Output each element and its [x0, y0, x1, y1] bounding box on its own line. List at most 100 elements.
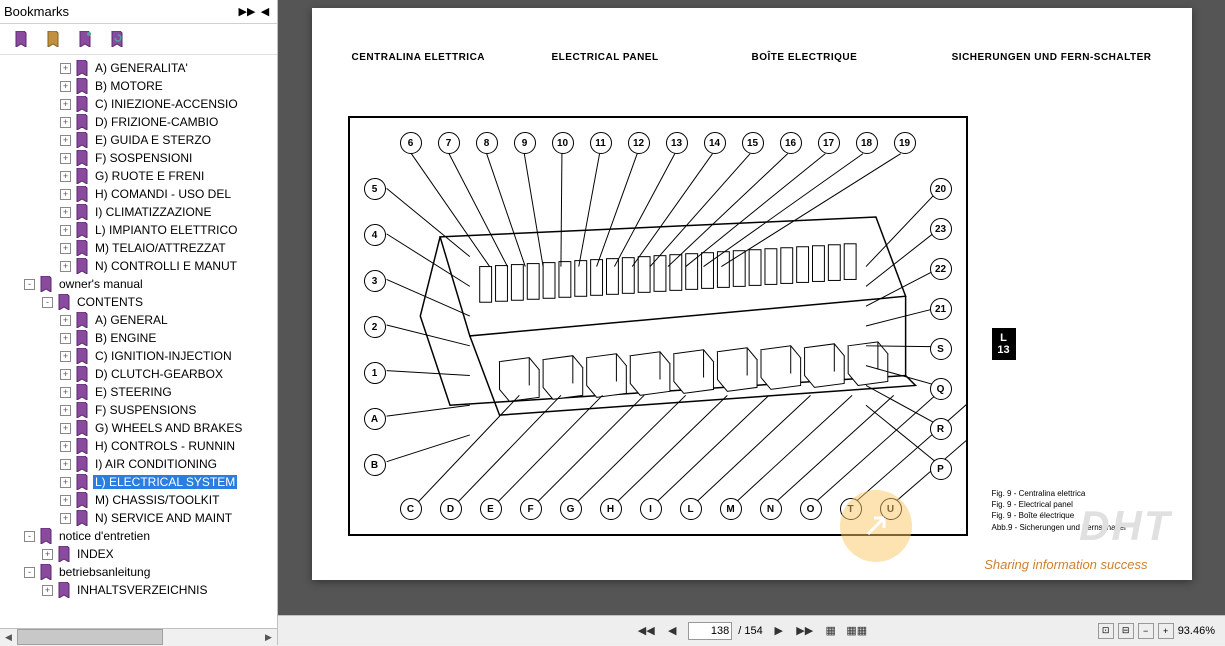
- expand-icon[interactable]: +: [60, 243, 71, 254]
- collapse-icon[interactable]: -: [24, 531, 35, 542]
- expand-icon[interactable]: +: [60, 495, 71, 506]
- tree-item-label: L) IMPIANTO ELETTRICO: [93, 223, 239, 237]
- expand-icon[interactable]: +: [60, 405, 71, 416]
- tree-item[interactable]: +F) SUSPENSIONS: [6, 401, 277, 419]
- tree-item[interactable]: +E) STEERING: [6, 383, 277, 401]
- tree-item[interactable]: +INDEX: [6, 545, 277, 563]
- bookmark-tree[interactable]: +A) GENERALITA'+B) MOTORE+C) INIEZIONE-A…: [0, 55, 277, 628]
- callout-Q: Q: [930, 378, 952, 400]
- tree-item[interactable]: +H) CONTROLS - RUNNIN: [6, 437, 277, 455]
- tree-item[interactable]: -owner's manual: [6, 275, 277, 293]
- expand-icon[interactable]: +: [42, 585, 53, 596]
- bookmark-new-icon[interactable]: [12, 30, 30, 48]
- bookmark-icon: [75, 132, 89, 148]
- tree-item[interactable]: +C) IGNITION-INJECTION: [6, 347, 277, 365]
- tree-item[interactable]: +F) SOSPENSIONI: [6, 149, 277, 167]
- heading-en: ELECTRICAL PANEL: [552, 52, 752, 63]
- zoom-in-icon[interactable]: +: [1158, 623, 1174, 639]
- tree-item[interactable]: +G) RUOTE E FRENI: [6, 167, 277, 185]
- expand-icon[interactable]: +: [60, 207, 71, 218]
- collapse-right-icon[interactable]: ▶▶: [239, 4, 255, 20]
- expand-icon[interactable]: +: [60, 99, 71, 110]
- zoom-value: 93.46%: [1178, 625, 1215, 637]
- first-page-icon[interactable]: ◀◀: [636, 621, 656, 641]
- last-page-icon[interactable]: ▶▶: [795, 621, 815, 641]
- scroll-right-icon[interactable]: ▶: [260, 629, 277, 646]
- bookmark-icon: [39, 276, 53, 292]
- expand-icon[interactable]: +: [60, 315, 71, 326]
- tree-item[interactable]: +INHALTSVERZEICHNIS: [6, 581, 277, 599]
- horizontal-scrollbar[interactable]: ◀ ▶: [0, 628, 277, 645]
- callout-S: S: [930, 338, 952, 360]
- tree-item[interactable]: +L) ELECTRICAL SYSTEM: [6, 473, 277, 491]
- expand-icon[interactable]: +: [60, 135, 71, 146]
- tree-item[interactable]: +E) GUIDA E STERZO: [6, 131, 277, 149]
- layout-double-icon[interactable]: ▦▦: [847, 621, 867, 641]
- tree-item[interactable]: -notice d'entretien: [6, 527, 277, 545]
- tree-item[interactable]: -betriebsanleitung: [6, 563, 277, 581]
- tree-item[interactable]: +M) TELAIO/ATTREZZAT: [6, 239, 277, 257]
- tree-item[interactable]: +H) COMANDI - USO DEL: [6, 185, 277, 203]
- expand-icon[interactable]: +: [60, 153, 71, 164]
- tree-item[interactable]: -CONTENTS: [6, 293, 277, 311]
- expand-icon[interactable]: +: [60, 441, 71, 452]
- bookmark-icon: [75, 204, 89, 220]
- scroll-left-icon[interactable]: ◀: [0, 629, 17, 646]
- electrical-panel-diagram: 67891011121314151617181954321AB20232221S…: [348, 116, 968, 536]
- collapse-icon[interactable]: -: [24, 279, 35, 290]
- tree-item[interactable]: +A) GENERAL: [6, 311, 277, 329]
- expand-icon[interactable]: +: [60, 261, 71, 272]
- callout-17: 17: [818, 132, 840, 154]
- expand-icon[interactable]: +: [60, 477, 71, 488]
- tree-item[interactable]: +G) WHEELS AND BRAKES: [6, 419, 277, 437]
- expand-icon[interactable]: +: [60, 63, 71, 74]
- expand-icon[interactable]: +: [60, 513, 71, 524]
- tree-item[interactable]: +D) FRIZIONE-CAMBIO: [6, 113, 277, 131]
- tree-item[interactable]: +B) ENGINE: [6, 329, 277, 347]
- collapse-left-icon[interactable]: ◀: [257, 4, 273, 20]
- expand-icon[interactable]: +: [60, 333, 71, 344]
- callout-A: A: [364, 408, 386, 430]
- sidebar-title: Bookmarks: [4, 4, 237, 19]
- expand-icon[interactable]: +: [60, 351, 71, 362]
- page-total: / 154: [738, 625, 762, 637]
- expand-icon[interactable]: +: [60, 171, 71, 182]
- bookmark-expand-icon[interactable]: [44, 30, 62, 48]
- tree-item[interactable]: +N) CONTROLLI E MANUT: [6, 257, 277, 275]
- prev-page-icon[interactable]: ◀: [662, 621, 682, 641]
- callout-12: 12: [628, 132, 650, 154]
- expand-icon[interactable]: +: [60, 369, 71, 380]
- expand-icon[interactable]: +: [60, 225, 71, 236]
- tree-item[interactable]: +D) CLUTCH-GEARBOX: [6, 365, 277, 383]
- zoom-width-icon[interactable]: ⊟: [1118, 623, 1134, 639]
- collapse-icon[interactable]: -: [42, 297, 53, 308]
- layout-single-icon[interactable]: ▦: [821, 621, 841, 641]
- expand-icon[interactable]: +: [42, 549, 53, 560]
- tree-item[interactable]: +A) GENERALITA': [6, 59, 277, 77]
- callout-G: G: [560, 498, 582, 520]
- tree-item[interactable]: + L) IMPIANTO ELETTRICO: [6, 221, 277, 239]
- page-number-input[interactable]: [688, 622, 732, 640]
- collapse-icon[interactable]: -: [24, 567, 35, 578]
- expand-icon[interactable]: +: [60, 459, 71, 470]
- expand-icon[interactable]: +: [60, 423, 71, 434]
- expand-icon[interactable]: +: [60, 387, 71, 398]
- tree-item[interactable]: +I) AIR CONDITIONING: [6, 455, 277, 473]
- next-page-icon[interactable]: ▶: [769, 621, 789, 641]
- bookmark-refresh-icon[interactable]: [108, 30, 126, 48]
- expand-icon[interactable]: +: [60, 117, 71, 128]
- expand-icon[interactable]: +: [60, 81, 71, 92]
- page-viewport[interactable]: CENTRALINA ELETTRICA ELECTRICAL PANEL BO…: [278, 0, 1225, 615]
- bookmark-icon: [75, 96, 89, 112]
- tree-item[interactable]: +M) CHASSIS/TOOLKIT: [6, 491, 277, 509]
- bookmark-icon: [75, 402, 89, 418]
- tree-item[interactable]: +C) INIEZIONE-ACCENSIO: [6, 95, 277, 113]
- tree-item[interactable]: +B) MOTORE: [6, 77, 277, 95]
- expand-icon[interactable]: +: [60, 189, 71, 200]
- bookmark-flag-icon[interactable]: [76, 30, 94, 48]
- tree-item[interactable]: +N) SERVICE AND MAINT: [6, 509, 277, 527]
- callout-23: 23: [930, 218, 952, 240]
- zoom-out-icon[interactable]: −: [1138, 623, 1154, 639]
- tree-item[interactable]: +I) CLIMATIZZAZIONE: [6, 203, 277, 221]
- zoom-fit-icon[interactable]: ⊡: [1098, 623, 1114, 639]
